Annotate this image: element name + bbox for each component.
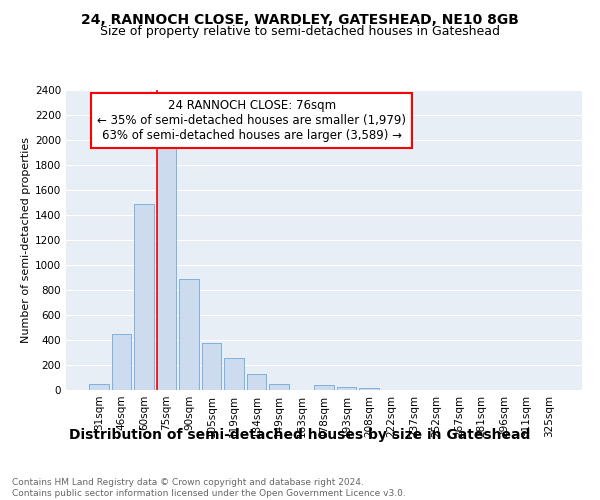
Text: 24, RANNOCH CLOSE, WARDLEY, GATESHEAD, NE10 8GB: 24, RANNOCH CLOSE, WARDLEY, GATESHEAD, N… <box>81 12 519 26</box>
Bar <box>202 343 221 390</box>
Bar <box>179 279 199 390</box>
Bar <box>224 358 244 390</box>
Bar <box>89 384 109 390</box>
Bar <box>134 204 154 390</box>
Text: 24 RANNOCH CLOSE: 76sqm
← 35% of semi-detached houses are smaller (1,979)
63% of: 24 RANNOCH CLOSE: 76sqm ← 35% of semi-de… <box>97 99 406 142</box>
Text: Contains HM Land Registry data © Crown copyright and database right 2024.
Contai: Contains HM Land Registry data © Crown c… <box>12 478 406 498</box>
Text: Distribution of semi-detached houses by size in Gateshead: Distribution of semi-detached houses by … <box>70 428 530 442</box>
Bar <box>269 384 289 390</box>
Bar <box>359 388 379 390</box>
Y-axis label: Number of semi-detached properties: Number of semi-detached properties <box>21 137 31 343</box>
Bar <box>337 387 356 390</box>
Bar <box>247 374 266 390</box>
Bar <box>112 334 131 390</box>
Bar <box>314 385 334 390</box>
Bar <box>157 138 176 390</box>
Text: Size of property relative to semi-detached houses in Gateshead: Size of property relative to semi-detach… <box>100 25 500 38</box>
